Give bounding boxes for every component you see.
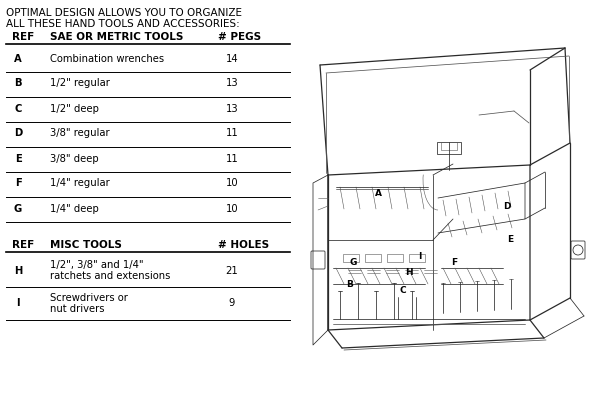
Text: 1/2" regular: 1/2" regular bbox=[50, 79, 110, 88]
Text: nut drivers: nut drivers bbox=[50, 304, 104, 314]
Text: C: C bbox=[14, 103, 22, 113]
Text: Combination wrenches: Combination wrenches bbox=[50, 53, 164, 64]
Bar bbox=[437, 142, 461, 154]
Text: SAE OR METRIC TOOLS: SAE OR METRIC TOOLS bbox=[50, 32, 184, 42]
Bar bbox=[343, 254, 359, 262]
Text: E: E bbox=[14, 154, 22, 164]
Text: MISC TOOLS: MISC TOOLS bbox=[50, 240, 122, 250]
Text: I: I bbox=[16, 299, 20, 308]
Text: I: I bbox=[418, 252, 421, 261]
Text: B: B bbox=[346, 280, 353, 289]
Text: 9: 9 bbox=[229, 299, 235, 308]
Text: 10: 10 bbox=[226, 179, 238, 188]
Text: E: E bbox=[507, 235, 513, 244]
Text: ratchets and extensions: ratchets and extensions bbox=[50, 271, 170, 281]
Text: 1/2", 3/8" and 1/4": 1/2", 3/8" and 1/4" bbox=[50, 260, 143, 270]
Text: D: D bbox=[14, 128, 22, 139]
Text: ALL THESE HAND TOOLS AND ACCESSORIES:: ALL THESE HAND TOOLS AND ACCESSORIES: bbox=[6, 19, 240, 29]
Text: 10: 10 bbox=[226, 203, 238, 214]
Text: H: H bbox=[14, 265, 22, 275]
Text: 1/4" deep: 1/4" deep bbox=[50, 203, 99, 214]
Text: 13: 13 bbox=[226, 79, 238, 88]
Text: 11: 11 bbox=[226, 128, 238, 139]
Text: 14: 14 bbox=[226, 53, 238, 64]
Text: F: F bbox=[14, 179, 22, 188]
Text: B: B bbox=[14, 79, 22, 88]
Text: F: F bbox=[451, 258, 457, 267]
Text: G: G bbox=[14, 203, 22, 214]
Text: G: G bbox=[350, 258, 358, 267]
Text: 3/8" regular: 3/8" regular bbox=[50, 128, 110, 139]
Bar bbox=[409, 254, 425, 262]
Text: 13: 13 bbox=[226, 103, 238, 113]
Text: 1/4" regular: 1/4" regular bbox=[50, 179, 110, 188]
Text: # HOLES: # HOLES bbox=[218, 240, 269, 250]
Text: 1/2" deep: 1/2" deep bbox=[50, 103, 99, 113]
Text: H: H bbox=[405, 268, 413, 277]
Text: # PEGS: # PEGS bbox=[218, 32, 261, 42]
Text: OPTIMAL DESIGN ALLOWS YOU TO ORGANIZE: OPTIMAL DESIGN ALLOWS YOU TO ORGANIZE bbox=[6, 8, 242, 18]
Text: REF: REF bbox=[12, 32, 34, 42]
Bar bbox=[441, 142, 457, 150]
Bar bbox=[365, 254, 381, 262]
Text: A: A bbox=[374, 189, 382, 198]
Text: 3/8" deep: 3/8" deep bbox=[50, 154, 98, 164]
Text: C: C bbox=[400, 286, 407, 295]
Text: 21: 21 bbox=[226, 265, 238, 275]
Text: A: A bbox=[14, 53, 22, 64]
Text: REF: REF bbox=[12, 240, 34, 250]
Text: Screwdrivers or: Screwdrivers or bbox=[50, 293, 128, 303]
Bar bbox=[387, 254, 403, 262]
Text: 11: 11 bbox=[226, 154, 238, 164]
Text: D: D bbox=[503, 202, 511, 211]
